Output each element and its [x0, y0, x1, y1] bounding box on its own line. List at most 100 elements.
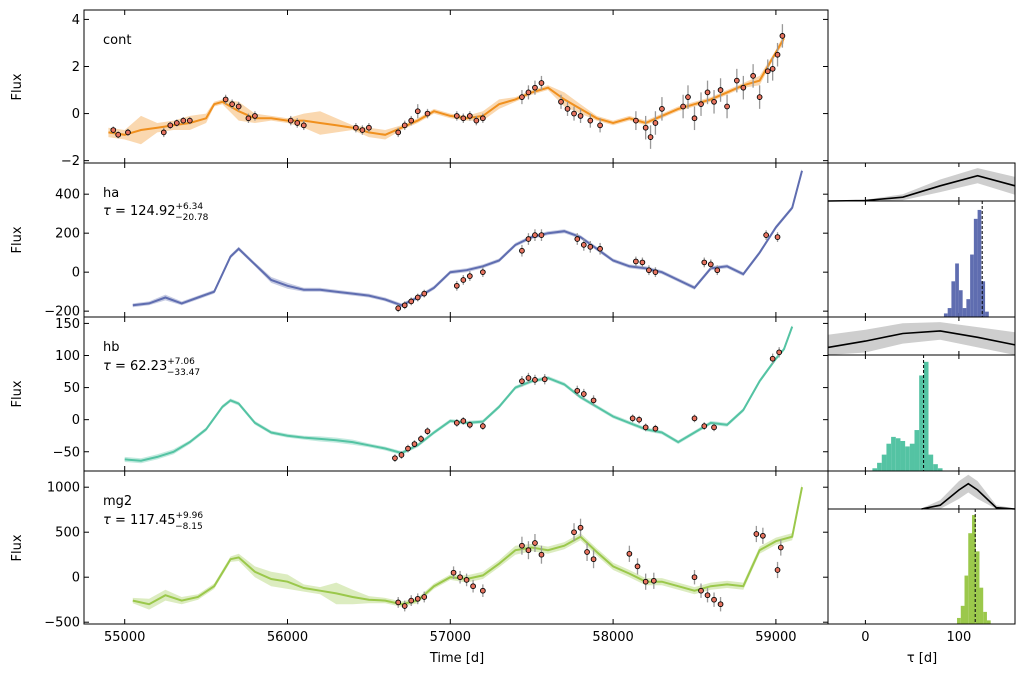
- ylabel-cont: Flux: [10, 73, 25, 100]
- ytick-label-ha: 200: [55, 227, 80, 242]
- tau-hist-bar-hb: [881, 454, 887, 471]
- tau-hist-bar-ha: [943, 313, 948, 317]
- tau-hist-bar-hb: [891, 436, 896, 471]
- obs-point-ha: [395, 305, 402, 312]
- xlabel-time: Time [d]: [429, 651, 484, 666]
- obs-point-mg2: [704, 592, 711, 599]
- obs-point-cont: [733, 77, 740, 84]
- obs-point-cont: [642, 124, 649, 131]
- obs-point-cont: [235, 103, 242, 110]
- ytick-label-ha: 0: [72, 266, 80, 281]
- obs-point-cont: [173, 120, 180, 126]
- tau-annotation-ha: τ = 124.92+6.34 −20.78: [103, 202, 209, 223]
- tau-hist-bar-ha: [962, 308, 967, 317]
- obs-point-mg2: [519, 542, 525, 549]
- tau-annotation-hb: τ = 62.23+7.06 −33.47: [103, 357, 200, 378]
- ytick-label-cont: 2: [72, 60, 80, 75]
- obs-point-cont: [769, 65, 776, 72]
- obs-point-cont: [774, 51, 781, 58]
- obs-point-cont: [453, 113, 460, 119]
- obs-point-cont: [294, 120, 301, 126]
- obs-point-cont: [704, 89, 711, 96]
- panel-mg2: −500 0 500 1000 55000 56000 57000 58000 59000: [44, 470, 829, 645]
- xtick-label: 57000: [430, 630, 471, 645]
- obs-point-hb: [453, 420, 460, 426]
- tau-hist-bar-mg2: [968, 533, 972, 624]
- panel-label-cont: cont: [103, 33, 131, 48]
- obs-point-ha: [538, 232, 545, 238]
- obs-point-ha: [414, 294, 421, 301]
- obs-point-mg2: [450, 569, 457, 576]
- tau-hist-bar-ha: [947, 308, 952, 317]
- tau-hist-panel-mg2: [827, 508, 1016, 625]
- ytick-label-cont: 4: [72, 13, 80, 28]
- obs-point-ha: [714, 267, 721, 274]
- obs-point-hb: [776, 349, 783, 356]
- obs-point-ha: [421, 290, 428, 297]
- ytick-label-cont: 0: [72, 107, 80, 122]
- model-line-ha: [132, 170, 803, 307]
- obs-point-ha: [701, 259, 708, 266]
- obs-point-cont: [353, 124, 359, 131]
- obs-point-mg2: [525, 547, 532, 554]
- obs-point-mg2: [457, 574, 463, 581]
- obs-point-mg2: [408, 597, 415, 604]
- tau-hist-bar-hb: [923, 361, 929, 471]
- tau-err-up-ha: +6.34: [176, 202, 204, 212]
- obs-point-cont: [538, 80, 545, 86]
- obs-point-mg2: [650, 577, 657, 584]
- tau-err-up-mg2: +9.96: [176, 511, 204, 521]
- obs-point-hb: [480, 423, 486, 429]
- ytick-label-hb: −50: [53, 445, 80, 460]
- obs-point-hb: [424, 428, 431, 435]
- obs-point-hb: [642, 424, 649, 431]
- ytick-label-mg2: 1000: [47, 481, 80, 496]
- obs-point-cont: [779, 33, 786, 39]
- obs-point-hb: [574, 387, 581, 394]
- xtick-label: 56000: [267, 630, 308, 645]
- obs-point-ha: [453, 282, 460, 289]
- tau-hist-bar-ha: [955, 263, 959, 317]
- tau-hist-bar-hb: [919, 375, 924, 471]
- xtick-label: 59000: [755, 630, 796, 645]
- tau-value-ha: 124.92: [130, 204, 176, 219]
- obs-point-mg2: [584, 549, 590, 555]
- obs-point-cont: [180, 117, 187, 124]
- obs-point-cont: [764, 68, 771, 75]
- tau-hist-panel-ha: [827, 200, 1016, 318]
- obs-point-cont: [300, 122, 307, 129]
- obs-point-cont: [756, 94, 763, 100]
- obs-point-hb: [652, 425, 659, 432]
- tau-hist-bar-hb: [905, 446, 910, 471]
- model-band-cont: [108, 33, 784, 145]
- panels-layer: −2024−2000200400−50050100150−50005001000…: [44, 9, 1016, 645]
- obs-point-ha: [525, 236, 532, 242]
- obs-point-cont: [750, 73, 756, 79]
- tau-kernel-line-hb: [827, 330, 1016, 349]
- obs-point-cont: [366, 124, 372, 131]
- obs-point-cont: [160, 129, 167, 136]
- obs-point-cont: [115, 131, 122, 138]
- obs-point-cont: [633, 117, 639, 124]
- panel-label-hb: hb: [103, 340, 120, 355]
- tau-kernel-band-ha: [828, 168, 1015, 201]
- obs-point-ha: [408, 298, 415, 305]
- ytick-label-hb: 50: [63, 381, 80, 396]
- obs-point-cont: [597, 122, 603, 129]
- obs-point-mg2: [463, 577, 470, 583]
- obs-point-cont: [229, 101, 235, 108]
- obs-point-cont: [466, 113, 473, 119]
- obs-point-cont: [110, 127, 117, 133]
- panel-label-mg2: mg2: [103, 494, 132, 509]
- ytick-label-ha: 400: [55, 188, 80, 203]
- obs-point-cont: [252, 113, 258, 119]
- tau-hist-bar-ha: [970, 254, 974, 317]
- obs-point-cont: [460, 115, 467, 122]
- tau-err-up-hb: +7.06: [167, 357, 195, 367]
- obs-point-hb: [769, 355, 776, 362]
- obs-point-mg2: [753, 531, 760, 537]
- obs-point-mg2: [634, 563, 641, 570]
- tau-hist-bar-ha: [977, 209, 982, 317]
- ytick-label-hb: 0: [72, 413, 80, 428]
- model-band-mg2: [132, 483, 803, 610]
